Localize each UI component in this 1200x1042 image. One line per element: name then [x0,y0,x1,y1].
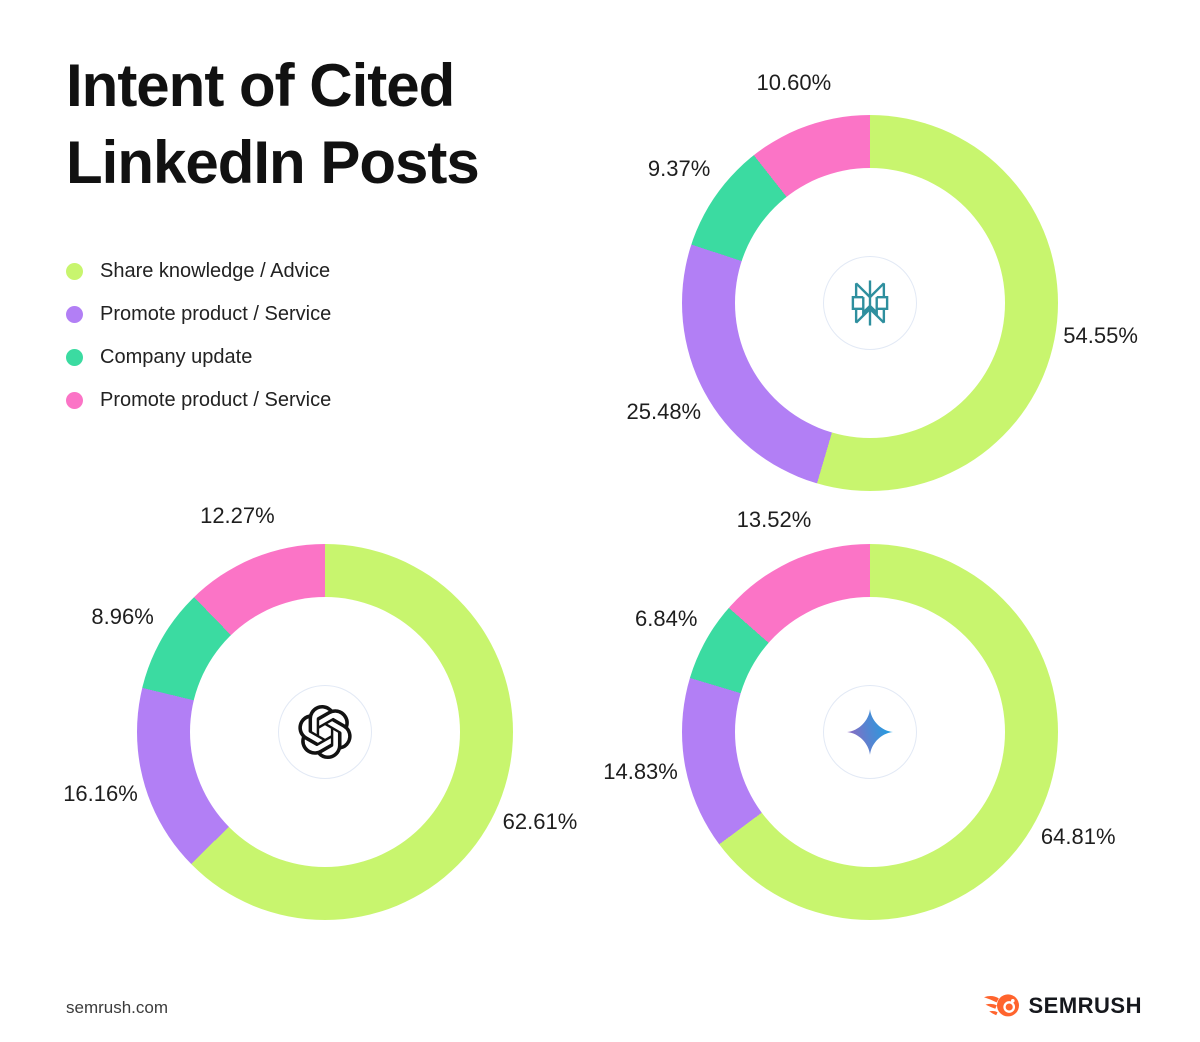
legend-label: Promote product / Service [100,389,332,411]
legend-label: Company update [100,346,253,368]
openai-icon [298,705,352,759]
semrush-wordmark: SEMRUSH [1028,993,1142,1018]
semrush-logo: SEMRUSH [984,992,1142,1020]
footer-site-url: semrush.com [66,998,169,1017]
donut-chart-chatgpt: 62.61% 16.16% 8.96% 12.27% [63,503,577,920]
percent-label: 16.16% [63,781,138,807]
percent-label: 54.55% [1063,323,1138,349]
percent-label: 14.83% [603,759,678,785]
gemini-icon [847,709,893,755]
legend-item-share-knowledge: Share knowledge / Advice [66,250,331,293]
legend-dot-icon [66,392,83,409]
perplexity-icon [851,280,889,326]
legend-dot-icon [66,349,83,366]
legend-label: Share knowledge / Advice [100,260,331,282]
percent-label: 25.48% [626,398,702,424]
semrush-flame-icon [984,994,1020,1017]
percent-label: 8.96% [91,603,154,629]
legend-label: Promote product / Service [100,303,332,325]
percent-label: 12.27% [200,503,275,529]
page-title: Intent of Cited LinkedIn Posts [66,52,480,196]
donut-chart-gemini: 64.81% 14.83% 6.84% 13.52% [603,507,1116,920]
donut-chart-perplexity: 54.55% 25.48% 9.37% 10.60% [627,70,1138,491]
gemini-logo [823,685,917,779]
legend-item-promote-product-2: Promote product / Service [66,379,331,422]
percent-label: 10.60% [756,69,832,95]
legend-item-promote-product: Promote product / Service [66,293,331,336]
percent-label: 62.61% [502,808,578,834]
legend-item-company-update: Company update [66,336,331,379]
percent-label: 64.81% [1040,823,1116,849]
percent-label: 6.84% [635,605,698,631]
percent-label: 9.37% [647,156,711,182]
legend-dot-icon [66,306,83,323]
openai-logo [278,685,372,779]
legend-dot-icon [66,263,83,280]
percent-label: 13.52% [736,506,812,532]
legend: Share knowledge / Advice Promote product… [66,250,331,422]
perplexity-logo [823,256,917,350]
